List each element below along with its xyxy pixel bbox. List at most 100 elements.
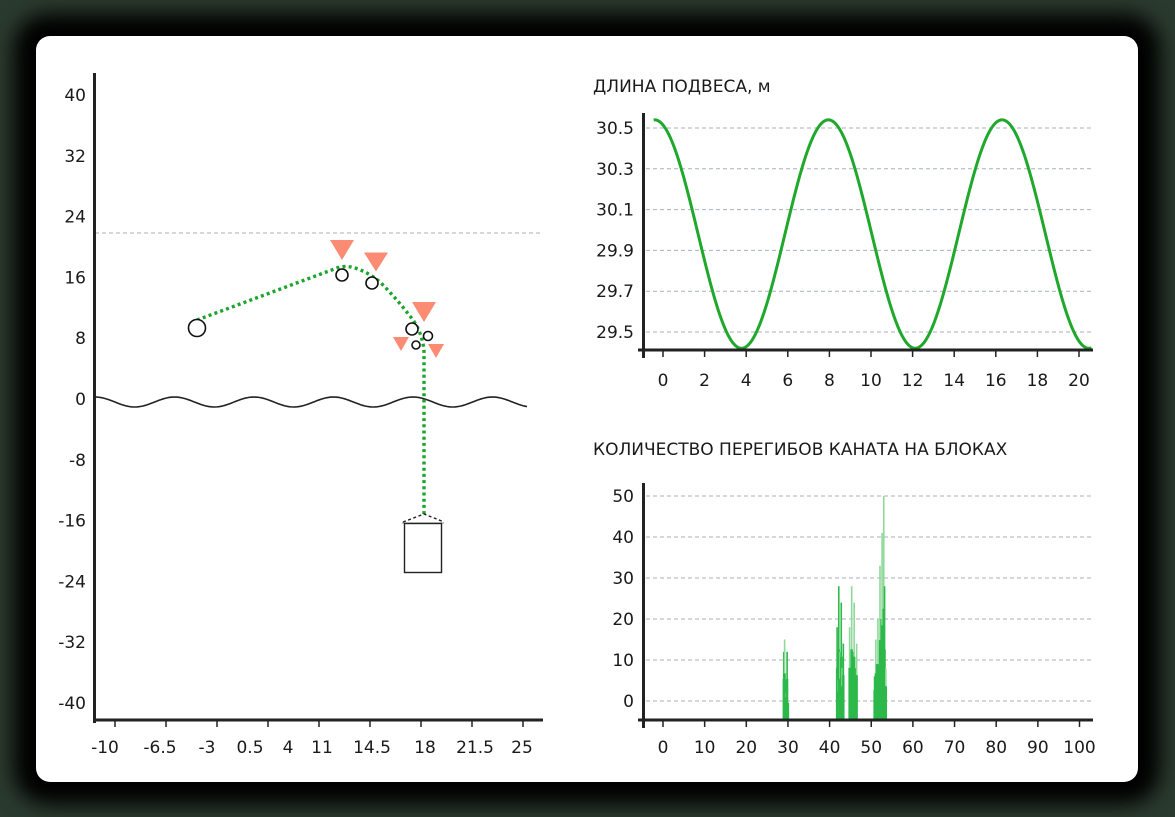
length-curve xyxy=(653,118,1092,350)
x-axis-ticks xyxy=(662,350,1080,357)
bar-body xyxy=(838,678,842,719)
x-tick-label: 21.5 xyxy=(456,738,494,758)
suspension-length-chart: ДЛИНА ПОДВЕСА, м 30.5 30.3 30.1 29.9 29.7 29.… xyxy=(593,77,1093,391)
y-tick-label: 24 xyxy=(64,208,86,228)
bar-body xyxy=(837,649,840,719)
x-tick-label: 0 xyxy=(658,371,669,391)
y-tick-label: 30.3 xyxy=(596,160,634,180)
bend-count-bars xyxy=(782,496,888,719)
y-tick-label: 29.7 xyxy=(596,282,634,302)
x-tick-label: -3 xyxy=(199,738,216,758)
x-tick-label: 80 xyxy=(985,738,1007,758)
x-tick-label: -10 xyxy=(91,738,119,758)
x-tick-label: 0.5 xyxy=(236,738,263,758)
y-tick-label: 29.5 xyxy=(596,323,634,343)
x-tick-label: 18 xyxy=(414,738,436,758)
x-tick-label: 4 xyxy=(741,371,752,391)
triangle-marker-icon xyxy=(412,302,436,322)
rope-path xyxy=(196,264,426,516)
x-tick-label: 20 xyxy=(1068,371,1090,391)
x-tick-label: 10 xyxy=(860,371,882,391)
triangle-markers xyxy=(330,240,444,358)
grid-lines xyxy=(646,127,1092,333)
x-axis-ticks xyxy=(114,720,524,727)
x-tick-label: 10 xyxy=(694,738,716,758)
x-tick-label: 12 xyxy=(902,371,924,391)
bar-body xyxy=(849,691,852,719)
bar-body xyxy=(785,678,789,719)
load-box-icon xyxy=(403,522,443,574)
x-tick-label: 100 xyxy=(1063,738,1095,758)
bar xyxy=(882,496,885,719)
x-tick-label: 14.5 xyxy=(353,738,391,758)
y-tick-label: -32 xyxy=(58,633,86,653)
y-tick-label: 30 xyxy=(612,569,634,589)
y-tick-label: 29.9 xyxy=(596,241,634,261)
bar-body xyxy=(842,675,845,719)
x-tick-label: 90 xyxy=(1027,738,1049,758)
bar-body xyxy=(878,640,882,719)
x-tick-label: 16 xyxy=(985,371,1007,391)
x-tick-label: -6.5 xyxy=(143,738,176,758)
pulley-blocks xyxy=(187,268,434,350)
x-tick-label: 8 xyxy=(824,371,835,391)
bar-body xyxy=(851,678,855,719)
x-tick-label: 4 xyxy=(283,738,294,758)
load-sling-icon xyxy=(402,513,445,523)
y-tick-label: -24 xyxy=(58,572,86,592)
bar-body xyxy=(854,686,857,719)
chart-title: ДЛИНА ПОДВЕСА, м xyxy=(593,77,771,97)
y-tick-label: 20 xyxy=(612,610,634,630)
x-tick-label: 11 xyxy=(311,738,333,758)
y-tick-label: -8 xyxy=(69,451,86,471)
y-tick-label: 10 xyxy=(612,651,634,671)
pulley-block-icon xyxy=(365,276,379,290)
bar-body xyxy=(840,686,844,719)
x-axis-labels: 0 10 20 30 40 50 60 70 80 90 100 xyxy=(658,738,1096,758)
x-axis-labels: 0 2 4 6 8 10 12 14 16 18 20 xyxy=(658,371,1090,391)
x-tick-label: 25 xyxy=(511,738,533,758)
y-tick-label: -16 xyxy=(58,512,86,532)
triangle-marker-icon xyxy=(428,344,444,358)
y-tick-label: -40 xyxy=(58,694,86,714)
y-tick-label: 16 xyxy=(64,268,86,288)
bar-body xyxy=(883,649,886,719)
triangle-marker-icon xyxy=(393,337,409,351)
pulley-block-icon xyxy=(187,318,207,338)
bar-body xyxy=(852,656,856,719)
x-tick-label: 0 xyxy=(658,738,669,758)
y-axis-labels: 40 32 24 16 8 0 -8 -16 -24 -32 -40 xyxy=(58,86,86,714)
bar-body xyxy=(875,684,878,719)
x-tick-label: 30 xyxy=(777,738,799,758)
pulley-block-icon xyxy=(422,330,434,342)
bar-body xyxy=(880,625,884,719)
x-tick-label: 20 xyxy=(735,738,757,758)
triangle-marker-icon xyxy=(330,240,354,260)
y-tick-label: 40 xyxy=(612,528,634,548)
pulley-block-icon xyxy=(411,340,421,350)
y-tick-label: 30.5 xyxy=(596,119,634,139)
y-tick-label: 8 xyxy=(75,329,86,349)
bar-body xyxy=(884,686,888,719)
y-tick-label: 32 xyxy=(64,147,86,167)
y-tick-label: 0 xyxy=(75,390,86,410)
x-tick-label: 60 xyxy=(902,738,924,758)
rope-geometry-plot: 40 32 24 16 8 0 -8 -16 -24 -32 -40 -10 -6.5 -3 0.5 4 11… xyxy=(58,73,543,758)
pulley-block-icon xyxy=(405,322,419,336)
triangle-marker-icon xyxy=(364,252,388,272)
x-axis-ticks xyxy=(662,720,1081,727)
y-tick-label: 40 xyxy=(64,86,86,106)
x-tick-label: 40 xyxy=(819,738,841,758)
water-wave-line xyxy=(94,396,528,408)
bar-body xyxy=(786,702,790,719)
x-tick-label: 50 xyxy=(860,738,882,758)
grid-lines xyxy=(646,495,1092,702)
x-tick-label: 70 xyxy=(944,738,966,758)
y-tick-label: 30.1 xyxy=(596,201,634,221)
rope-bends-chart: КОЛИЧЕСТВО ПЕРЕГИБОВ КАНАТА НА БЛОКАХ 50… xyxy=(593,440,1096,758)
pulley-block-icon xyxy=(335,268,349,282)
y-axis-labels: 50 40 30 20 10 0 xyxy=(612,487,634,712)
y-tick-label: 50 xyxy=(612,487,634,507)
x-axis-labels: -10 -6.5 -3 0.5 4 11 14.5 18 21.5 25 xyxy=(91,738,533,758)
